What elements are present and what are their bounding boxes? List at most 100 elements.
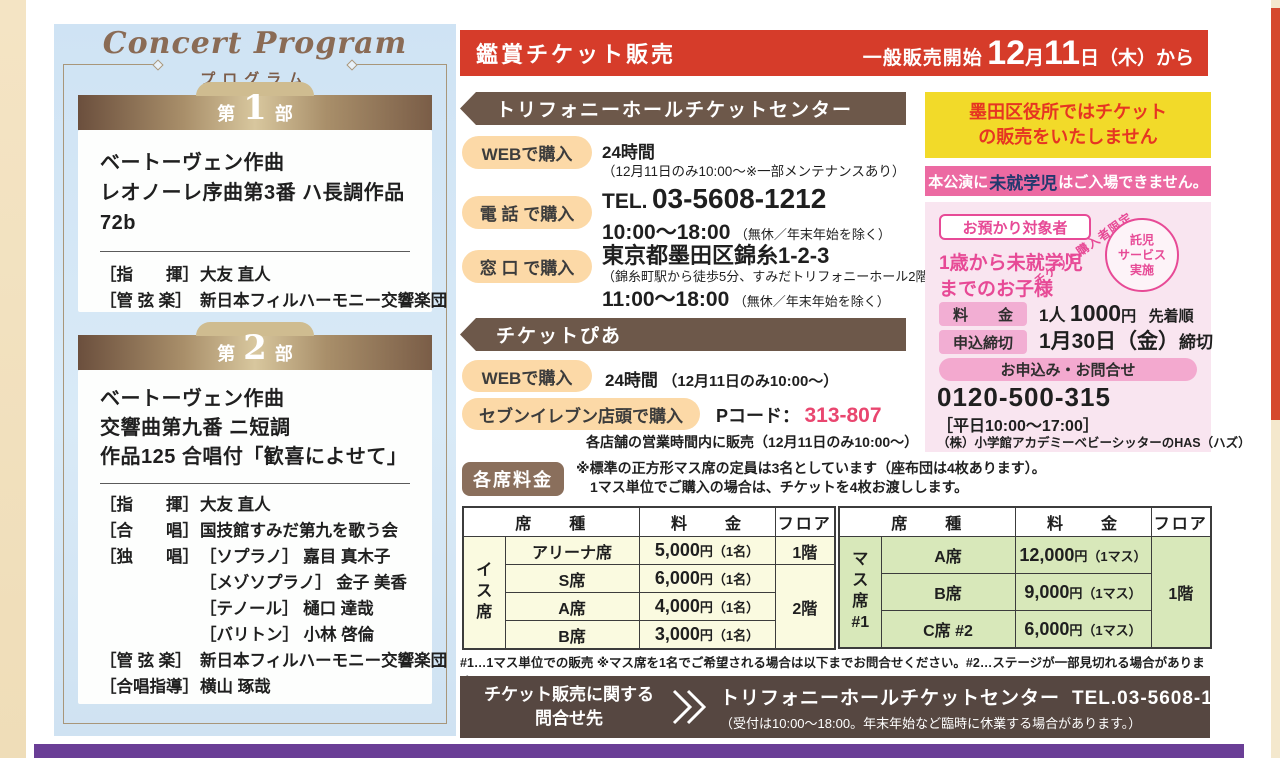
credit-name: 新日本フィルハーモニー交響楽団 (200, 652, 448, 670)
footer-label-line: 問合せ先 (535, 709, 603, 728)
col-floor: フロア (1150, 506, 1212, 537)
counter-purchase-pill: 窓 口 で購入 (462, 250, 592, 283)
credit-role: ［指 揮］ (100, 496, 199, 514)
col-price: 料 金 (1014, 506, 1152, 537)
fee-amount: 1000 (1069, 300, 1122, 326)
part-label: 第 (217, 343, 236, 364)
credit-row: ［独 唱］ ［ソプラノ］ 嘉目 真木子 (100, 544, 410, 570)
price-cell: 3,000円（1名） (638, 620, 776, 650)
group-cell: マス席#1 (838, 536, 882, 649)
pia-web-sub: （12月11日のみ10:00～） (662, 373, 839, 390)
credit-role (100, 596, 200, 622)
col-price: 料 金 (638, 506, 776, 537)
counter-hours-line: 11:00～18:00 （無休／年末年始を除く） (602, 283, 890, 313)
circle-text: サービス (1117, 247, 1166, 262)
release-info: 一般販売開始 12月11日（木）から (863, 34, 1194, 73)
credit-name: ［ソプラノ］ 嘉目 真木子 (200, 548, 391, 566)
double-chevron-icon (672, 689, 706, 725)
tel-hours-line: 10:00～18:00 （無休／年末年始を除く） (602, 216, 891, 246)
work-line: レオノーレ序曲第3番 ハ長調作品72b (100, 182, 405, 234)
childcare-box: お預かり対象者 チケット購入者限定 託児 サービス 実施 1歳から未就学児 まで… (925, 202, 1251, 452)
fee-note: 先着順 (1148, 308, 1194, 325)
price-unit: 円（1名） (699, 572, 760, 587)
credit-name: 国技館すみだ第九を歌う会 (200, 522, 398, 540)
ticket-sales-banner: 鑑賞チケット販売 一般販売開始 12月11日（木）から (460, 30, 1208, 76)
col-floor: フロア (774, 506, 836, 537)
release-label: 一般販売開始 (862, 47, 983, 69)
web-hours-note: （12月11日のみ10:00～※一部メンテナンスあり） (602, 164, 906, 179)
seven-eleven-pill: セブンイレブン店頭で購入 (462, 398, 700, 430)
credit-role: ［合 唱］ (100, 522, 199, 540)
purple-accent-bar (34, 744, 1244, 758)
floor-cell: 1階 (774, 536, 836, 565)
childcare-phone: 0120-500-315 (937, 382, 1111, 412)
counter-hours: 11:00～18:00 (602, 288, 730, 311)
price-cell: 4,000円（1名） (638, 592, 776, 621)
phone-purchase-pill: 電 話 で購入 (462, 196, 592, 229)
work-line: ベートーヴェン作曲 (100, 152, 285, 174)
work-line: 交響曲第九番 ニ短調 (100, 417, 291, 439)
credit-row: ［テノール］ 樋口 達哉 (100, 596, 410, 622)
pia-web-hours: 24時間 （12月11日のみ10:00～） (605, 366, 838, 391)
seat-cell: B席 (880, 573, 1016, 611)
release-day-unit: 日（木）から (1079, 47, 1194, 69)
pia-banner: チケットぴあ (460, 318, 906, 351)
price-unit: 円（1マス） (1074, 548, 1147, 564)
table-row: A席 4,000円（1名） (463, 592, 835, 621)
tel-label: TEL. (602, 190, 648, 213)
deadline-badge: 申込締切 (939, 330, 1027, 354)
ward-office-notice: 墨田区役所ではチケット の販売をいたしません (925, 92, 1211, 158)
credit-row: ［管 弦 楽］ 新日本フィルハーモニー交響楽団 (100, 288, 447, 314)
footer-bar: チケット販売に関する 問合せ先 トリフォニーホールチケットセンター TEL.03-… (460, 676, 1247, 738)
sales-title: 鑑賞チケット販売 (476, 42, 677, 67)
p-code-line: Pコード： 313-807 (716, 402, 882, 428)
price-note: ※標準の正方形マス席の定員は3名としています（座布団は4枚あります）。 1マス単… (576, 459, 1216, 497)
part-label: 部 (274, 343, 293, 364)
credit-name: ［バリトン］ 小林 啓倫 (200, 626, 375, 644)
credit-name: 横山 琢哉 (200, 678, 271, 696)
deadline-date: 1月30日（金） (1039, 330, 1180, 353)
credit-row: ［メゾソプラノ］ 金子 美香 (100, 570, 410, 596)
seat-cell: A席 (880, 536, 1016, 574)
credit-role (100, 570, 200, 596)
frame-ornament (351, 64, 447, 65)
table-row: B席 9,000円（1マス） (839, 573, 1211, 611)
childcare-circle-badge: 託児 サービス 実施 (1105, 218, 1179, 292)
table-row: S席 6,000円（1名） 2階 (463, 564, 836, 650)
seat-cell: A席 (504, 592, 640, 621)
table-row: B席 3,000円（1名） (463, 620, 835, 650)
price-cell: 6,000円（1マス） (1014, 610, 1152, 649)
target-line: までのお子様 (939, 279, 1054, 300)
scan-edge-red-strip (1271, 8, 1280, 420)
footer-tel: TEL.03-5608-1212 (1072, 687, 1248, 709)
col-seat: 席 種 (838, 506, 1016, 537)
deadline-line: 1月30日（金）締切 (1039, 325, 1213, 355)
seat-cell: B席 (504, 620, 640, 650)
credit-row: ［指 揮］ 大友 直人 (100, 262, 410, 288)
circle-text: 実施 (1129, 262, 1154, 277)
credit-name: 大友 直人 (200, 266, 271, 284)
frame-ornament (63, 64, 447, 724)
price-unit: 円（1マス） (1069, 622, 1142, 638)
footer-sub: （受付は10:00～18:00。年末年始など臨時に休業する場合があります。） (720, 715, 1142, 731)
price-unit: 円（1マス） (1069, 585, 1142, 601)
credit-name: 大友 直人 (200, 496, 271, 514)
notice-line: 墨田区役所ではチケット (969, 102, 1167, 122)
footer-label-line: チケット販売に関する (484, 685, 654, 704)
childcare-target-badge: お預かり対象者 (939, 214, 1091, 240)
credit-role: ［管 弦 楽］ (100, 652, 192, 670)
credit-name: ［メゾソプラノ］ 金子 美香 (200, 574, 407, 592)
price-num: 6,000 (1024, 618, 1070, 639)
credit-row: ［バリトン］ 小林 啓倫 (100, 622, 410, 648)
deadline-suffix: 締切 (1179, 333, 1214, 352)
credit-role (100, 622, 200, 648)
price-cell: 12,000円（1マス） (1014, 536, 1152, 574)
masu-seat-table: 席 種 料 金 フロア マス席#1 A席 12,000円（1マス） 1階 B席 … (838, 506, 1213, 649)
part-label: 部 (274, 103, 293, 124)
table-header-row: 席 種 料 金 フロア (838, 506, 1212, 537)
group-label: マス席#1 (851, 551, 870, 631)
table-row: イス席 アリーナ席 5,000円（1名） 1階 (462, 536, 836, 650)
price-cell: 9,000円（1マス） (1014, 573, 1152, 611)
